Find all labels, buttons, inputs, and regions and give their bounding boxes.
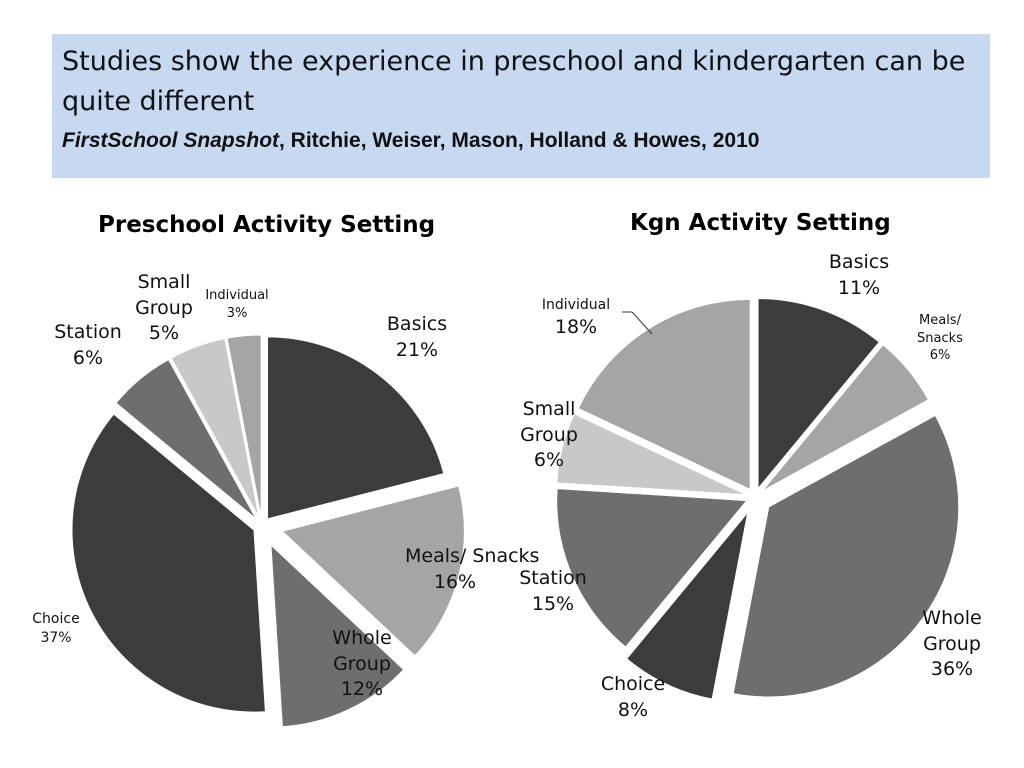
kgn-slice-basics (757, 298, 880, 490)
preschool-slice-small-group (170, 338, 260, 518)
citation-authors: , Ritchie, Weiser, Mason, Holland & Howe… (279, 129, 760, 152)
preschool-label-small-group: Small Group 5% (135, 271, 193, 345)
preschool-label-meals: Meals/ Snacks 16% (405, 545, 540, 593)
kgn-label-small-group: Small Group 6% (520, 398, 578, 472)
title-banner: Studies show the experience in preschool… (52, 34, 990, 178)
preschool-chart-title: Preschool Activity Setting (98, 212, 436, 238)
preschool-slice-whole-group (270, 543, 405, 728)
preschool-slice-basics (267, 336, 445, 520)
kgn-label-station: Station 15% (519, 567, 587, 615)
kgn-slice-choice (625, 512, 749, 700)
preschool-label-station: Station 6% (54, 321, 122, 369)
preschool-label-whole-group: Whole Group 12% (332, 627, 392, 701)
kgn-slice-meals-snacks (761, 344, 930, 492)
kgn-slice-small-group (556, 413, 747, 496)
kgn-chart-title: Kgn Activity Setting (630, 210, 891, 236)
kgn-pie (556, 298, 960, 700)
kgn-label-basics: Basics 11% (828, 251, 890, 299)
slide-title: Studies show the experience in preschool… (62, 46, 966, 117)
preschool-slice-choice (71, 413, 266, 713)
preschool-pie (71, 334, 465, 728)
preschool-slice-meals-snacks (281, 485, 465, 657)
preschool-slice-station (115, 358, 257, 520)
kgn-slice-individual (577, 298, 751, 491)
kgn-label-individual: Individual 18% (541, 297, 611, 338)
kgn-label-choice: Choice 8% (600, 673, 666, 721)
kgn-slice-station (556, 488, 748, 648)
kgn-label-meals: Meals/ Snacks 6% (917, 313, 963, 364)
preschool-label-individual: Individual 3% (205, 288, 269, 321)
citation: FirstSchool Snapshot, Ritchie, Weiser, M… (62, 129, 982, 153)
preschool-label-basics: Basics 21% (386, 313, 448, 361)
citation-source: FirstSchool Snapshot (62, 129, 280, 152)
kgn-label-whole-group: Whole Group 36% (922, 607, 982, 681)
preschool-slice-individual (226, 334, 262, 518)
individual-leader-line-2 (631, 311, 653, 335)
preschool-label-choice: Choice 37% (32, 611, 80, 646)
kgn-slice-whole-group (732, 414, 960, 698)
